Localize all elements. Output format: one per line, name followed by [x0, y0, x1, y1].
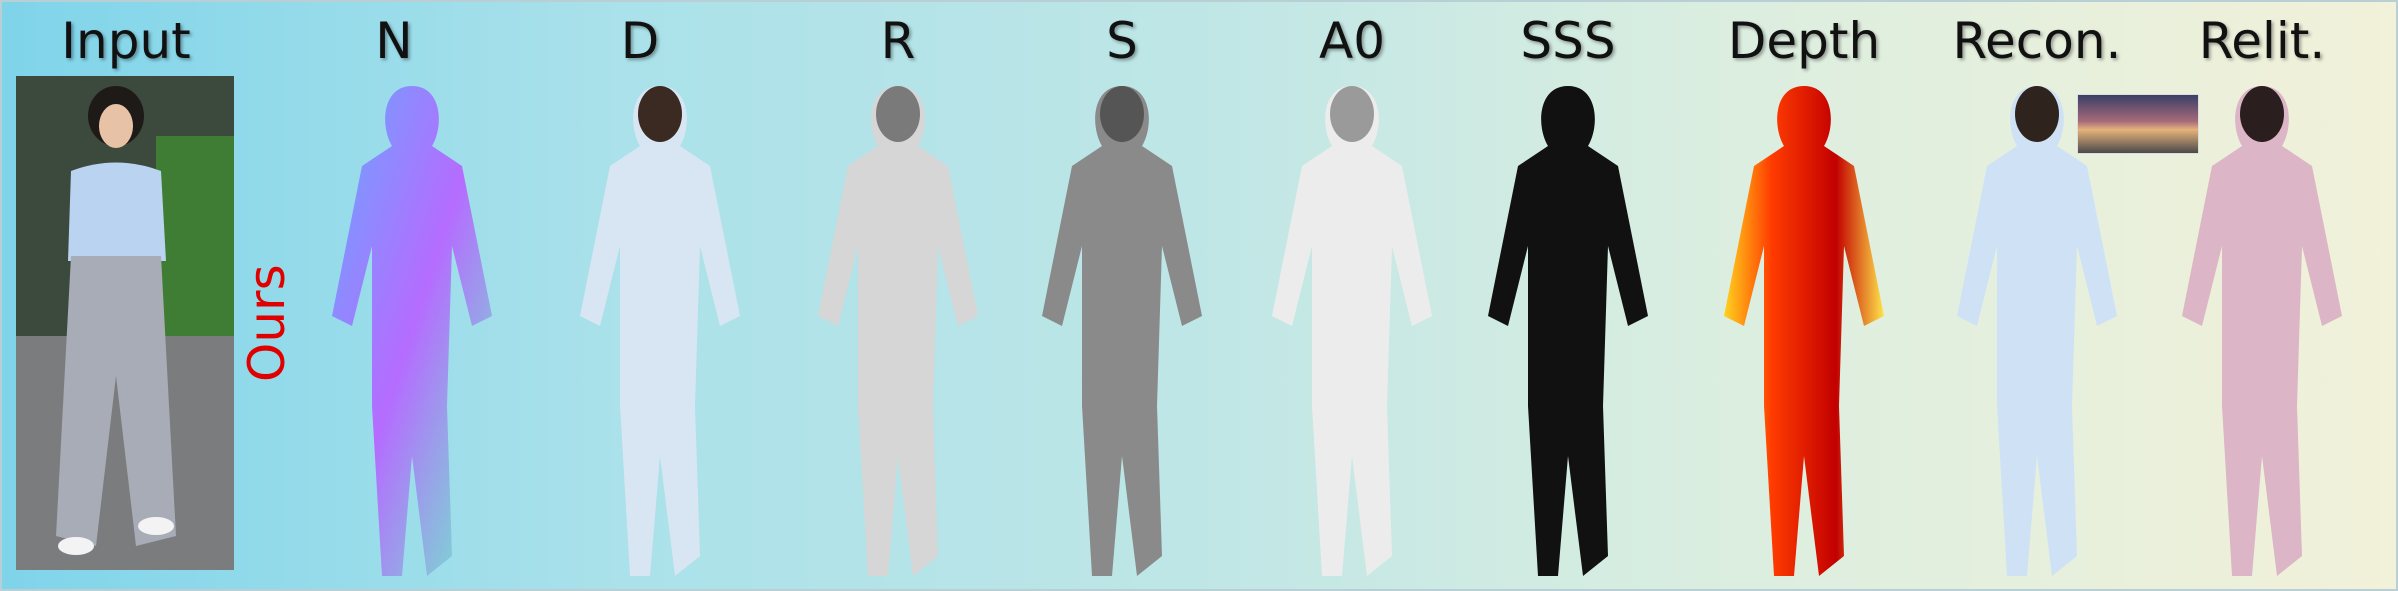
- panel-relit: [2152, 76, 2372, 576]
- header-input: Input: [61, 12, 191, 70]
- panel-depth: [1694, 76, 1914, 576]
- panel-reconstruction: [1927, 76, 2147, 576]
- panel-sss: [1458, 76, 1678, 576]
- header-n: N: [375, 12, 413, 70]
- row-label-ours: Ours: [238, 264, 296, 382]
- header-depth: Depth: [1727, 12, 1881, 70]
- header-sss: SSS: [1520, 12, 1616, 70]
- header-s: S: [1106, 12, 1138, 70]
- header-relit: Relit.: [2198, 12, 2326, 70]
- panel-roughness: [788, 76, 1008, 576]
- header-r: R: [880, 12, 916, 70]
- panel-ao: [1242, 76, 1462, 576]
- environment-map-thumbnail: [2077, 94, 2199, 154]
- panel-specular: [1012, 76, 1232, 576]
- header-recon: Recon.: [1952, 12, 2122, 70]
- panel-diffuse: [550, 76, 770, 576]
- panel-normal: [302, 76, 522, 576]
- header-a0: A0: [1318, 12, 1385, 70]
- header-d: D: [620, 12, 660, 70]
- input-photo: [16, 76, 234, 570]
